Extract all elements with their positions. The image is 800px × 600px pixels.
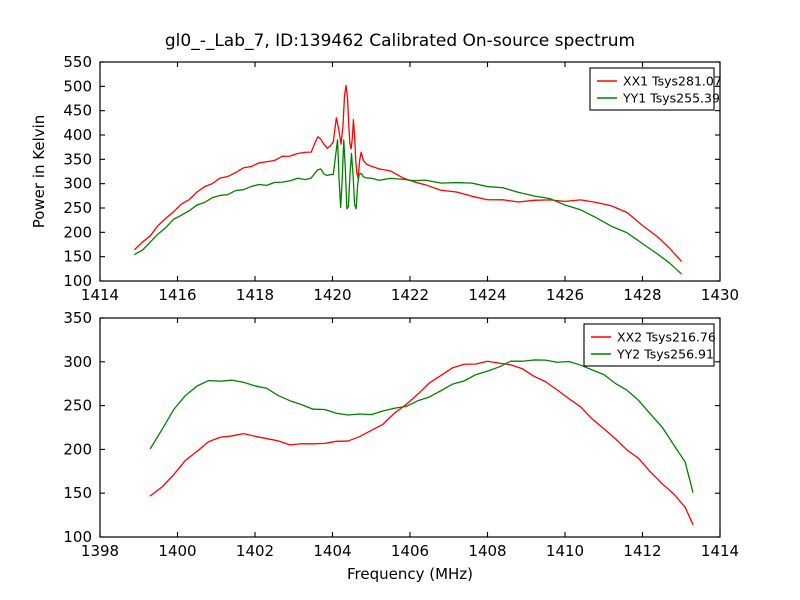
y-tick-label: 400 [63,126,92,144]
trace-yy2 [149,359,694,493]
y-tick-label: 350 [63,150,92,168]
y-tick-label: 150 [63,484,92,502]
x-tick-label: 1424 [468,286,506,304]
x-tick-label: 1406 [391,542,429,560]
trace-xx2 [149,360,694,526]
y-tick-label: 100 [63,272,92,290]
x-tick-label: 1430 [701,286,739,304]
legend-box [589,67,715,111]
legend-box [583,323,715,367]
y-tick-label: 250 [63,199,92,217]
y-tick-label: 150 [63,248,92,266]
y-tick-label: 250 [63,397,92,415]
legend: XX1 Tsys281.07 YY1 Tsys255.39 [589,67,722,111]
page-title: gl0_-_Lab_7, ID:139462 Calibrated On-sou… [165,31,635,51]
trace-group [134,84,682,275]
x-tick-label: 1410 [546,542,584,560]
x-tick-label: 1416 [158,286,196,304]
y-tick-label: 100 [63,528,92,546]
panel-upper-panel: 1414 1416 1418 1420 1422 1424 1426 1428 1430 100 1… [30,53,739,304]
trace-yy1 [134,139,682,275]
x-tick-label: 1426 [546,286,584,304]
x-tick-label: 1414 [81,286,119,304]
x-tick-label: 1404 [313,542,351,560]
x-axis-label: Frequency (MHz) [347,565,473,583]
y-tick-label: 450 [63,102,92,120]
legend-label: XX1 Tsys281.07 [623,74,722,89]
x-tick-label: 1412 [623,542,661,560]
trace-xx1 [134,84,682,262]
y-tick-label: 500 [63,77,92,95]
x-tick-label: 1414 [701,542,739,560]
x-tick-label: 1428 [623,286,661,304]
x-tick-label: 1398 [81,542,119,560]
y-tick-label: 200 [63,223,92,241]
y-tick-label: 200 [63,440,92,458]
y-axis-label: Power in Kelvin [30,115,48,229]
x-tick-label: 1408 [468,542,506,560]
y-tick-label: 300 [63,353,92,371]
x-tick-label: 1422 [391,286,429,304]
y-tick-label: 550 [63,53,92,71]
x-tick-label: 1400 [158,542,196,560]
legend-label: XX2 Tsys216.76 [617,330,716,345]
x-tick-label: 1402 [236,542,274,560]
legend: XX2 Tsys216.76 YY2 Tsys256.91 [583,323,716,367]
trace-group [149,359,694,526]
y-tick-label: 300 [63,175,92,193]
legend-label: YY2 Tsys256.91 [616,347,714,362]
legend-label: YY1 Tsys255.39 [622,91,720,106]
x-tick-label: 1418 [236,286,274,304]
x-tick-label: 1420 [313,286,351,304]
panel-lower-panel: 1398 1400 1402 1404 1406 1408 1410 1412 1414 100 1… [63,309,739,583]
plot-render-root: gl0_-_Lab_7, ID:139462 Calibrated On-sou… [30,31,739,583]
y-tick-label: 350 [63,309,92,327]
